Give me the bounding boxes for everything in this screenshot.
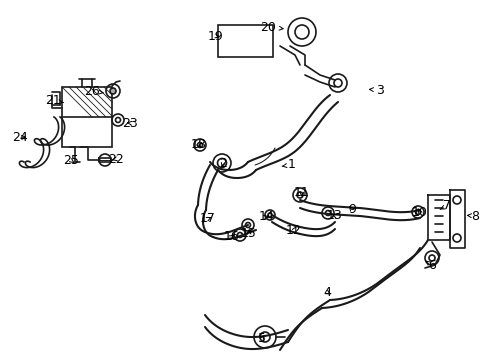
Text: 10: 10 [412,206,428,219]
Bar [62,87,112,147]
Text: 12: 12 [286,224,302,237]
Text: 14: 14 [258,210,274,223]
Text: 16: 16 [223,230,239,243]
Text: 22: 22 [108,153,123,166]
Text: 21: 21 [45,94,64,107]
Bar [218,25,273,57]
Text: 13: 13 [327,209,343,222]
Text: 8: 8 [467,210,479,222]
Text: 7: 7 [440,199,451,212]
Text: 23: 23 [122,117,138,130]
Text: 11: 11 [294,186,310,199]
Text: 20: 20 [261,21,283,33]
Text: 4: 4 [323,286,331,299]
Circle shape [110,88,116,94]
Text: 24: 24 [12,131,27,144]
Text: 25: 25 [64,154,79,167]
Text: 18: 18 [191,138,206,150]
Text: 3: 3 [369,84,384,96]
Text: 9: 9 [348,203,356,216]
Text: 15: 15 [241,227,257,240]
Text: 17: 17 [200,212,216,225]
Text: 5: 5 [258,332,266,345]
Text: 19: 19 [208,30,223,42]
Text: 2: 2 [219,157,227,170]
Text: 26: 26 [84,85,103,98]
Text: 6: 6 [425,259,436,272]
Text: 1: 1 [282,158,295,171]
